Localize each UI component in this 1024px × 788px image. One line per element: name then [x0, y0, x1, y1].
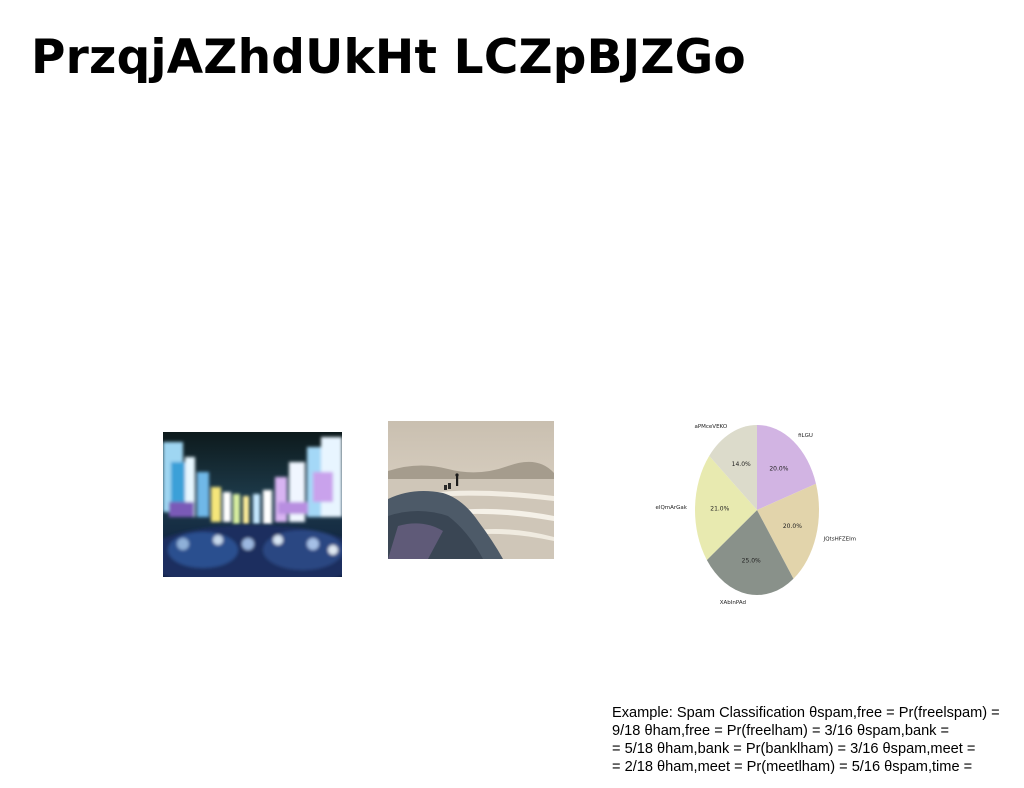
pie-slice — [757, 425, 816, 510]
pie-percent-label: 20.0% — [783, 523, 802, 530]
body-line: 9/18 θham,free = Pr(freelham) = 3/16 θsp… — [612, 723, 950, 739]
pie-percent-label: 25.0% — [742, 557, 761, 564]
body-line: = 2/18 θham,meet = Pr(meetlham) = 5/16 θ… — [612, 759, 973, 775]
photo-city-crowd — [163, 432, 342, 577]
pie-category-label: fiLGU — [798, 433, 813, 439]
pie-category-label: XAbInPAd — [720, 600, 746, 606]
pie-slice — [706, 510, 794, 596]
pie-slice — [709, 425, 757, 510]
body-text: Example: Spam Classification θspam,free … — [612, 704, 1024, 776]
pie-chart-svg: 20.0% fiLGU 20.0% JQtsHFZEIm 25.0% XAbInPAd 21… — [656, 424, 857, 606]
pie-chart: 20.0% fiLGU 20.0% JQtsHFZEIm 25.0% XAbInPAd 21… — [640, 415, 880, 610]
pie-slice — [695, 455, 757, 560]
body-line: = 5/18 θham,bank = Pr(banklham) = 3/16 θ… — [612, 741, 976, 757]
pie-category-label: JQtsHFZEIm — [823, 537, 857, 543]
slide-title: PrzqjAZhdUkHt LCZpBJZGo — [31, 30, 746, 85]
pie-percent-label: 14.0% — [732, 461, 751, 468]
pie-percent-label: 20.0% — [769, 466, 788, 473]
pie-category-label: aPMceVEKO — [694, 424, 727, 430]
photo-rocky-coast — [388, 421, 554, 559]
pie-slice — [757, 483, 820, 579]
pie-category-label: elQmArGak — [656, 505, 688, 511]
pie-percent-label: 21.0% — [710, 505, 729, 512]
body-line: Example: Spam Classification θspam,free … — [612, 705, 1000, 721]
